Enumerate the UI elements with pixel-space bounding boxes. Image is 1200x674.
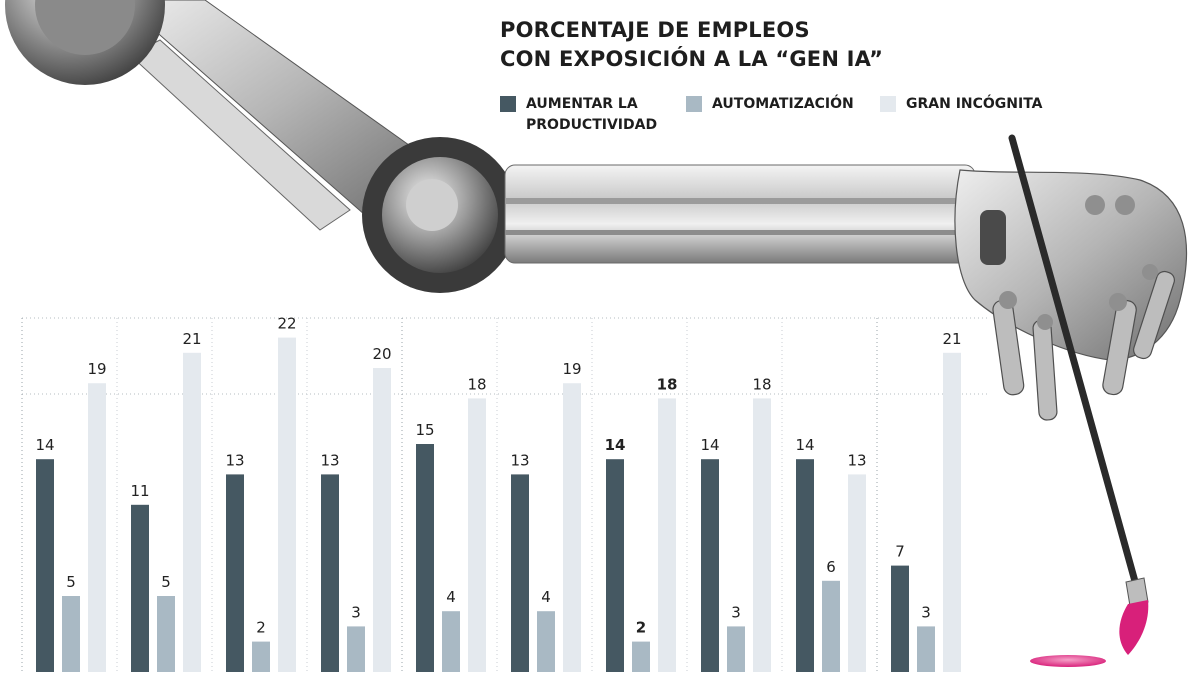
legend-swatch (686, 96, 702, 112)
bar-value-label: 14 (35, 436, 54, 454)
bar (321, 474, 339, 672)
bar-value-label: 13 (225, 451, 244, 469)
bar-value-label: 18 (752, 375, 771, 393)
legend-label: GRAN INCÓGNITA (906, 96, 1043, 112)
bar-value-label: 13 (847, 451, 866, 469)
bar (658, 398, 676, 672)
bar (278, 337, 296, 672)
bar-value-label: 18 (467, 375, 486, 393)
bar (131, 504, 149, 672)
bar (88, 383, 106, 672)
bar (632, 641, 650, 672)
bar-value-label: 19 (562, 360, 581, 378)
bar-value-label: 20 (372, 345, 391, 363)
bar-value-label: 4 (446, 588, 456, 606)
bar-value-label: 13 (320, 451, 339, 469)
bar-value-label: 6 (826, 558, 836, 576)
bar (917, 626, 935, 672)
legend-label: AUTOMATIZACIÓN (712, 96, 854, 112)
legend-swatch (880, 96, 896, 112)
bar (373, 368, 391, 672)
bar (563, 383, 581, 672)
bar (183, 352, 201, 672)
bar-value-label: 14 (700, 436, 719, 454)
legend-item-gran-incognita: GRAN INCÓGNITA (880, 94, 1043, 115)
legend-item-automatizacion: AUTOMATIZACIÓN (686, 94, 854, 115)
bar (252, 641, 270, 672)
bar (822, 580, 840, 672)
bar-value-label: 13 (510, 451, 529, 469)
bar-value-label: 4 (541, 588, 551, 606)
bar-value-label: 19 (87, 360, 106, 378)
chart-title: PORCENTAJE DE EMPLEOS CON EXPOSICIÓN A L… (500, 16, 900, 74)
legend-label: AUMENTAR LA PRODUCTIVIDAD (526, 96, 658, 133)
chart-title-line-2: CON EXPOSICIÓN A LA “GEN IA” (500, 47, 884, 71)
bar-value-label: 5 (161, 573, 171, 591)
bar (537, 611, 555, 672)
bar-value-label: 15 (415, 421, 434, 439)
bar-value-label: 2 (256, 619, 266, 637)
legend-item-productividad: AUMENTAR LA PRODUCTIVIDAD (500, 94, 670, 136)
bar (848, 474, 866, 672)
bar-value-label: 22 (277, 315, 296, 333)
bar (36, 459, 54, 672)
legend-swatch (500, 96, 516, 112)
bar (796, 459, 814, 672)
bar (727, 626, 745, 672)
bar (701, 459, 719, 672)
bar (442, 611, 460, 672)
bar-value-label: 3 (921, 603, 931, 621)
bar-value-label: 3 (731, 603, 741, 621)
bar (753, 398, 771, 672)
bar-value-label: 2 (636, 619, 646, 637)
bar-value-label: 3 (351, 603, 361, 621)
bar-value-label: 11 (130, 482, 149, 500)
bar-value-label: 5 (66, 573, 76, 591)
bar-value-label: 14 (795, 436, 814, 454)
bar-value-label: 7 (895, 543, 905, 561)
bar (62, 596, 80, 672)
bar-value-label: 18 (657, 375, 678, 393)
bar-value-label: 14 (605, 436, 626, 454)
bar (416, 444, 434, 672)
bar (606, 459, 624, 672)
bar (943, 352, 961, 672)
bar-value-label: 21 (942, 330, 961, 348)
bar-value-label: 21 (182, 330, 201, 348)
chart-title-line-1: PORCENTAJE DE EMPLEOS (500, 18, 810, 42)
bar (511, 474, 529, 672)
bar (347, 626, 365, 672)
bar (157, 596, 175, 672)
bar (226, 474, 244, 672)
bar (891, 565, 909, 672)
bar (468, 398, 486, 672)
